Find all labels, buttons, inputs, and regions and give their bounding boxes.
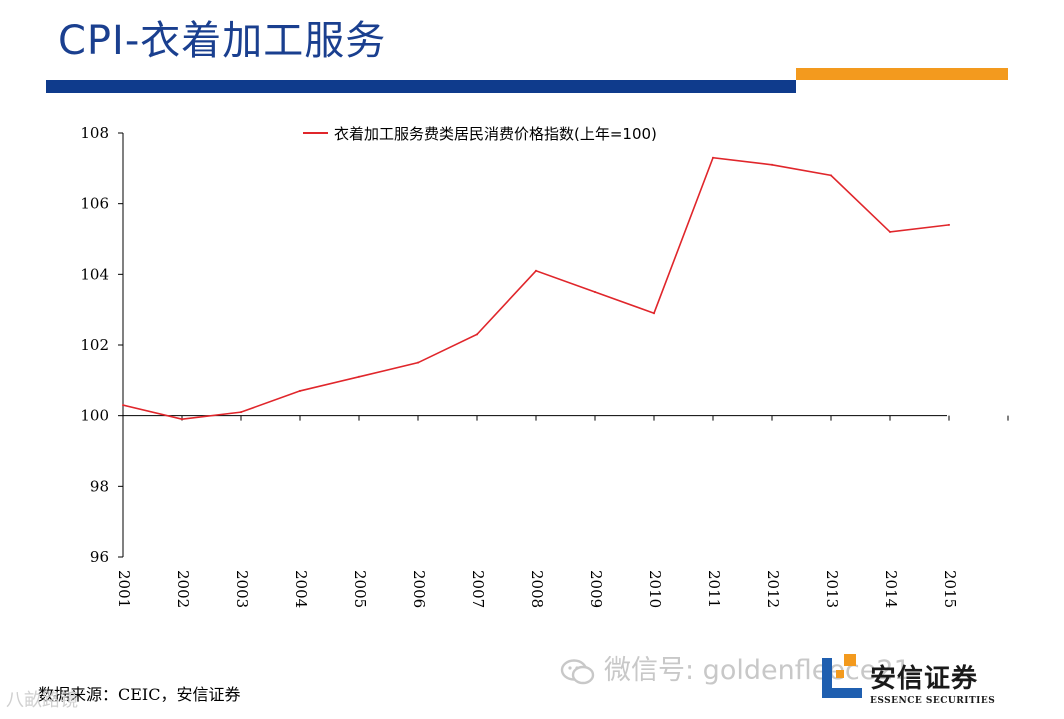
- data-point: [771, 163, 773, 166]
- data-point: [535, 269, 537, 272]
- y-tick-label: 104: [80, 265, 109, 283]
- y-tick-label: 106: [80, 195, 109, 213]
- y-tick-label: 100: [80, 407, 109, 425]
- data-point: [417, 361, 419, 364]
- x-tick-label: 2005: [351, 570, 369, 608]
- header-accent-bar: [796, 68, 1008, 80]
- header-bar: [46, 80, 796, 93]
- x-tick-label: 2012: [764, 570, 782, 608]
- y-tick-label: 96: [90, 548, 109, 566]
- x-tick-label: 2004: [292, 570, 310, 608]
- series-line: [122, 156, 950, 421]
- y-tick-label: 108: [80, 124, 109, 142]
- data-point: [299, 389, 301, 392]
- data-point: [122, 404, 124, 407]
- x-tick-label: 2011: [705, 570, 723, 608]
- company-logo: 安信证券 ESSENCE SECURITIES: [822, 652, 1012, 714]
- data-point: [594, 291, 596, 293]
- page-title: CPI-衣着加工服务: [58, 18, 387, 64]
- x-tick-label: 2010: [646, 570, 664, 608]
- x-tick-label: 2001: [115, 570, 133, 608]
- x-tick-label: 2003: [233, 570, 251, 608]
- x-tick-label: 2013: [823, 570, 841, 608]
- wechat-icon: [560, 658, 595, 684]
- x-tick-label: 2006: [410, 570, 428, 608]
- x-tick-label: 2015: [941, 570, 959, 608]
- watermark-text: 微信号: goldenfleece21: [604, 655, 911, 686]
- data-point: [948, 223, 950, 226]
- data-point: [240, 411, 242, 414]
- data-point: [358, 375, 360, 378]
- data-point: [476, 333, 478, 336]
- x-tick-label: 2007: [469, 570, 487, 608]
- data-point: [889, 230, 891, 233]
- x-tick-label: 2008: [528, 570, 546, 608]
- x-tick-label: 2014: [882, 570, 900, 608]
- data-point: [712, 156, 714, 159]
- logo-mark-icon: [822, 654, 862, 698]
- x-tick-label: 2002: [174, 570, 192, 608]
- data-point: [181, 418, 183, 421]
- logo-english-name: ESSENCE SECURITIES: [870, 696, 996, 706]
- x-tick-label: 2009: [587, 570, 605, 608]
- data-point: [830, 174, 832, 177]
- logo-name: 安信证券: [870, 664, 979, 694]
- corner-watermark: 八畝路镜: [6, 690, 78, 711]
- y-tick-label: 102: [80, 336, 109, 354]
- y-tick-label: 98: [90, 477, 109, 495]
- legend-label: 衣着加工服务费类居民消费价格指数(上年=100): [334, 125, 657, 143]
- wechat-watermark: 微信号: goldenfleece21: [560, 648, 911, 687]
- data-point: [653, 312, 655, 315]
- data-source-note: 数据来源：CEIC，安信证券: [38, 685, 241, 704]
